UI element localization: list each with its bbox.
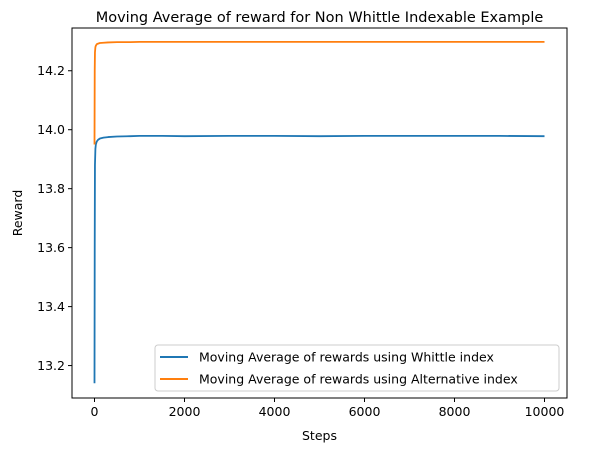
- y-tick-label: 13.4: [37, 299, 65, 314]
- x-tick-label: 6000: [349, 404, 381, 419]
- y-tick-label: 13.8: [37, 181, 65, 196]
- legend-box: [154, 344, 560, 392]
- y-axis-label: Reward: [10, 190, 25, 237]
- legend: Moving Average of rewards using Whittle …: [154, 344, 560, 392]
- y-axis-ticks: 13.2 13.4 13.6 13.8 14.0 14.2: [37, 63, 72, 373]
- series-line-alternative: [93, 40, 545, 145]
- series-line-whittle: [93, 134, 545, 384]
- x-axis-ticks: 0 2000 4000 6000 8000 10000: [91, 398, 565, 419]
- legend-label-alternative: Moving Average of rewards using Alternat…: [199, 372, 518, 387]
- y-tick-label: 13.6: [37, 240, 65, 255]
- x-axis-label: Steps: [302, 428, 337, 443]
- x-tick-label: 2000: [169, 404, 201, 419]
- y-tick-label: 13.2: [37, 358, 65, 373]
- x-tick-label: 0: [91, 404, 99, 419]
- x-tick-label: 10000: [525, 404, 565, 419]
- plot-frame: [71, 27, 568, 399]
- legend-label-whittle: Moving Average of rewards using Whittle …: [199, 350, 494, 365]
- chart-title: Moving Average of reward for Non Whittle…: [96, 10, 544, 26]
- x-tick-label: 4000: [259, 404, 291, 419]
- y-tick-label: 14.0: [37, 122, 65, 137]
- series-layer: [93, 40, 545, 384]
- y-tick-label: 14.2: [37, 63, 65, 78]
- x-tick-label: 8000: [439, 404, 471, 419]
